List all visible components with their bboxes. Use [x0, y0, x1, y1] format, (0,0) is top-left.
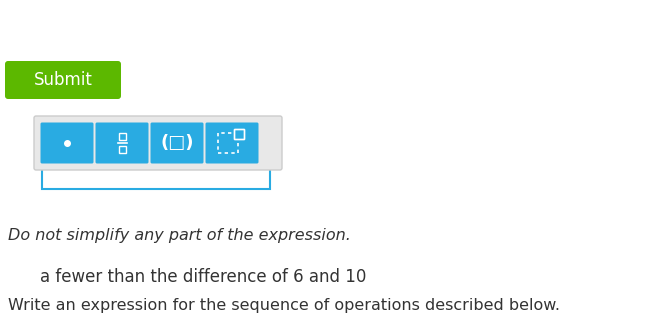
FancyBboxPatch shape: [96, 122, 148, 163]
Text: (□): (□): [160, 134, 194, 152]
Bar: [234, 129, 244, 139]
FancyBboxPatch shape: [150, 122, 203, 163]
Text: Do not simplify any part of the expression.: Do not simplify any part of the expressi…: [8, 228, 351, 243]
Text: Write an expression for the sequence of operations described below.: Write an expression for the sequence of …: [8, 298, 560, 313]
Bar: [119, 146, 125, 153]
Bar: [234, 129, 244, 139]
FancyBboxPatch shape: [205, 122, 258, 163]
FancyBboxPatch shape: [41, 122, 94, 163]
Text: a fewer than the difference of 6 and 10: a fewer than the difference of 6 and 10: [40, 268, 366, 286]
Bar: [218, 133, 238, 153]
FancyBboxPatch shape: [5, 61, 121, 99]
Bar: [42, 155, 270, 189]
Text: Submit: Submit: [33, 71, 92, 89]
Bar: [119, 133, 125, 140]
FancyBboxPatch shape: [34, 116, 282, 170]
